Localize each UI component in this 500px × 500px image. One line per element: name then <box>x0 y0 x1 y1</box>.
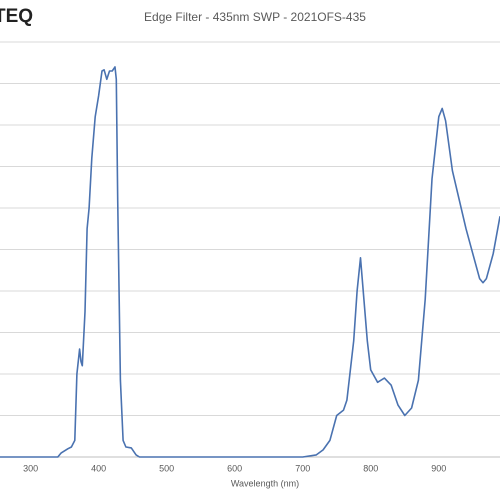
logo: TEQ <box>0 6 33 27</box>
chart-title: Edge Filter - 435nm SWP - 2021OFS-435 <box>144 10 366 24</box>
x-axis-label: Wavelength (nm) <box>231 478 299 488</box>
x-tick-label: 800 <box>363 463 378 473</box>
x-tick-label: 900 <box>431 463 446 473</box>
x-tick-label: 700 <box>295 463 310 473</box>
x-tick-label: 500 <box>159 463 174 473</box>
x-tick-label: 400 <box>91 463 106 473</box>
data-line <box>0 66 500 458</box>
x-tick-label: 300 <box>23 463 38 473</box>
x-tick-label: 600 <box>227 463 242 473</box>
